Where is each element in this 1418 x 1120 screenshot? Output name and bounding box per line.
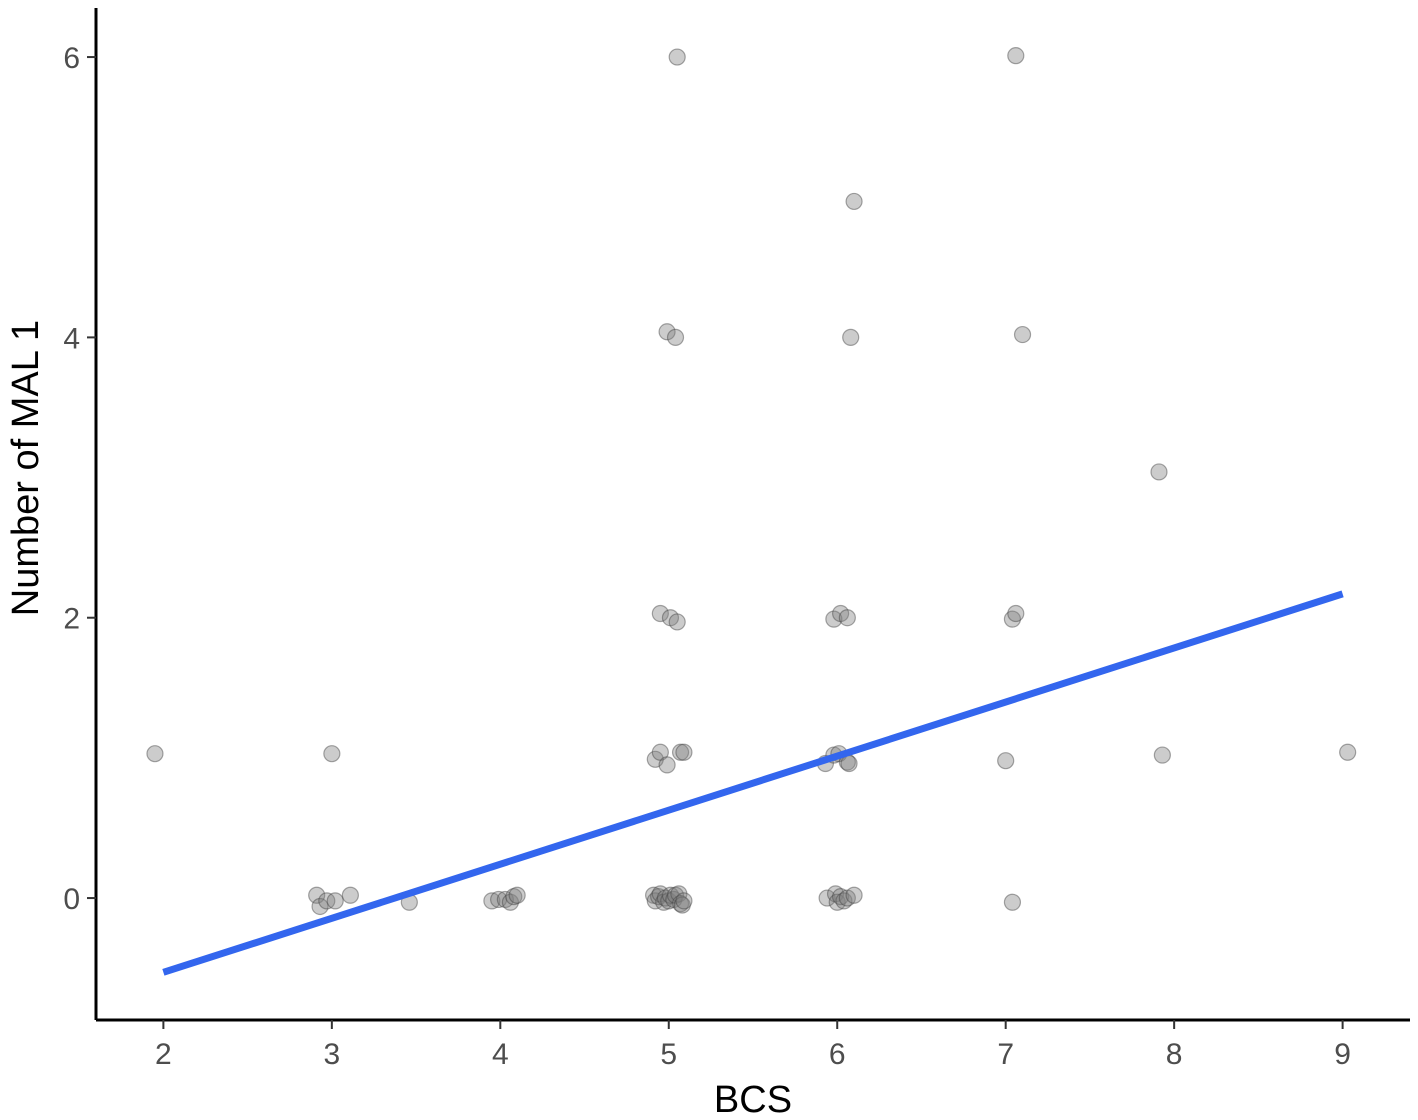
data-point bbox=[658, 323, 676, 341]
x-tick-label: 8 bbox=[1166, 1038, 1183, 1071]
axes bbox=[94, 8, 1410, 1022]
data-point bbox=[323, 745, 341, 763]
data-point bbox=[1339, 743, 1357, 761]
data-point bbox=[1003, 893, 1022, 911]
y-tick-label: 6 bbox=[63, 42, 80, 75]
data-point bbox=[660, 892, 678, 910]
data-point bbox=[656, 889, 675, 907]
x-tick-label: 6 bbox=[829, 1038, 846, 1071]
data-point bbox=[831, 604, 850, 623]
data-point bbox=[1013, 325, 1032, 344]
data-point bbox=[483, 892, 501, 910]
data-point bbox=[845, 192, 863, 211]
data-point bbox=[490, 890, 508, 909]
data-point bbox=[496, 890, 514, 909]
data-point bbox=[311, 897, 329, 916]
data-point bbox=[828, 893, 846, 911]
x-tick-label: 2 bbox=[155, 1038, 172, 1071]
data-point bbox=[838, 609, 856, 627]
data-point bbox=[326, 892, 344, 910]
data-point bbox=[146, 745, 164, 763]
data-point bbox=[675, 743, 693, 761]
data-point bbox=[1153, 746, 1171, 764]
data-point bbox=[835, 892, 853, 910]
data-point bbox=[1150, 463, 1168, 481]
data-point bbox=[646, 750, 664, 768]
data-point bbox=[501, 893, 520, 911]
data-point bbox=[826, 885, 845, 903]
data-point bbox=[831, 888, 850, 906]
data-point bbox=[651, 604, 669, 623]
data-point bbox=[671, 895, 690, 913]
data-point bbox=[818, 889, 836, 907]
data-point bbox=[508, 886, 526, 904]
data-point bbox=[670, 885, 688, 903]
data-point bbox=[650, 888, 668, 906]
data-point bbox=[666, 328, 685, 346]
x-tick-label: 7 bbox=[997, 1038, 1014, 1071]
data-point bbox=[666, 886, 685, 904]
data-point bbox=[665, 890, 683, 909]
x-tick-label: 4 bbox=[492, 1038, 509, 1071]
data-point bbox=[997, 752, 1015, 770]
data-point bbox=[838, 889, 856, 907]
data-point bbox=[318, 892, 336, 910]
data-point bbox=[651, 885, 669, 903]
data-point bbox=[651, 743, 669, 761]
data-point bbox=[505, 888, 523, 906]
x-tick-label: 9 bbox=[1334, 1038, 1351, 1071]
data-point bbox=[825, 610, 843, 628]
data-point bbox=[658, 756, 676, 774]
data-point bbox=[671, 743, 690, 761]
x-axis-title: BCS bbox=[714, 1079, 792, 1120]
x-tick-label: 3 bbox=[324, 1038, 341, 1071]
data-point bbox=[1003, 610, 1022, 628]
points-layer bbox=[146, 47, 1357, 916]
data-point bbox=[1007, 47, 1025, 65]
data-point bbox=[661, 609, 680, 627]
x-tick-label: 5 bbox=[660, 1038, 677, 1071]
data-point bbox=[842, 328, 860, 346]
data-point bbox=[668, 48, 686, 66]
data-point bbox=[308, 886, 326, 904]
data-point bbox=[845, 886, 863, 904]
y-tick-label: 4 bbox=[63, 322, 80, 355]
data-point bbox=[673, 896, 691, 914]
regression-line bbox=[162, 590, 1344, 976]
data-point bbox=[646, 892, 664, 910]
fit-line-layer bbox=[162, 590, 1344, 976]
data-point bbox=[661, 886, 680, 904]
y-tick-label: 0 bbox=[63, 883, 80, 916]
y-axis-title: Number of MAL 1 bbox=[5, 320, 47, 616]
y-tick-label: 2 bbox=[63, 603, 80, 636]
data-point bbox=[645, 886, 663, 904]
data-point bbox=[675, 892, 693, 910]
data-point bbox=[655, 893, 673, 911]
ticks: 2 3 4 5 6 7 8 9 0 2 4 6 bbox=[63, 42, 1351, 1071]
data-point bbox=[668, 613, 686, 631]
data-point bbox=[1007, 604, 1025, 623]
data-point bbox=[840, 754, 858, 773]
data-point bbox=[341, 886, 359, 904]
